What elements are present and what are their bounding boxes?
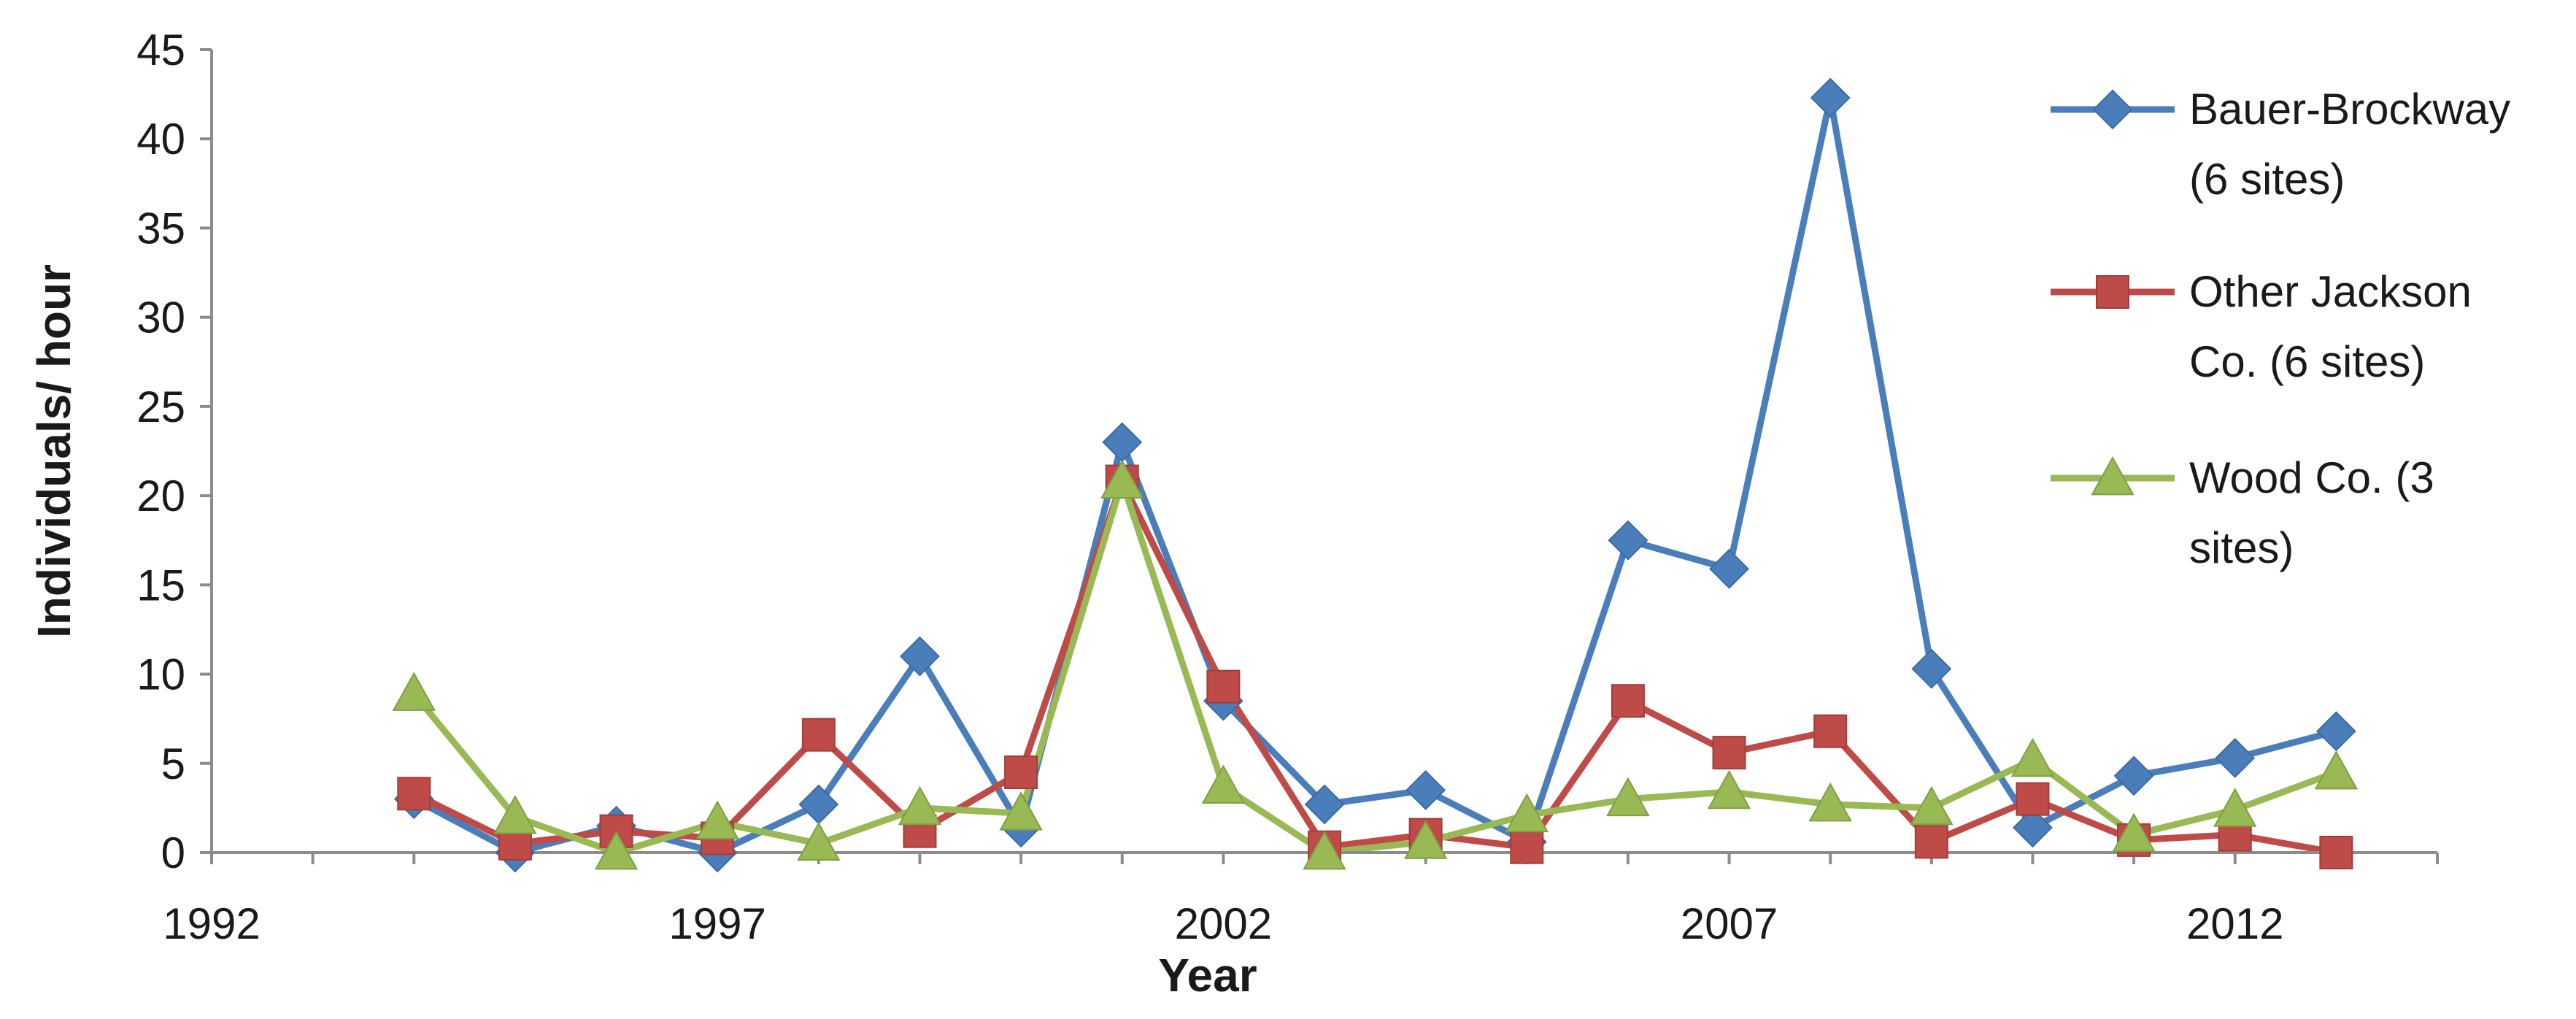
data-point-series-3 <box>1403 820 1448 859</box>
data-point-series-1 <box>1304 784 1345 825</box>
data-point-series-1 <box>2113 755 2154 796</box>
data-point-series-1 <box>1405 770 1446 810</box>
y-tick-label: 5 <box>161 739 185 788</box>
legend-label: Bauer-Brockway <box>2189 85 2510 134</box>
data-point-series-3 <box>1100 459 1144 499</box>
legend-label: sites) <box>2189 523 2294 572</box>
y-tick-label: 40 <box>136 115 185 164</box>
series-line-3 <box>411 478 2337 856</box>
data-point-series-1 <box>900 636 940 677</box>
data-point-series-1 <box>1102 422 1143 463</box>
x-tick-label: 1992 <box>163 899 260 948</box>
data-point-series-1 <box>1810 77 1851 118</box>
data-marks <box>392 77 2359 873</box>
legend-label: Co. (6 sites) <box>2189 337 2425 386</box>
data-point-series-3 <box>898 785 942 826</box>
legend-swatch-marker <box>2092 89 2133 130</box>
legend-label: Wood Co. (3 <box>2189 453 2434 502</box>
data-point-series-3 <box>2010 737 2055 777</box>
data-point-series-3 <box>1505 793 1549 833</box>
data-point-series-3 <box>797 821 841 861</box>
data-point-series-3 <box>1201 764 1246 804</box>
data-point-series-1 <box>2215 738 2256 778</box>
data-point-series-1 <box>1608 520 1648 561</box>
data-point-series-3 <box>1303 830 1346 870</box>
data-point-series-2 <box>1712 736 1746 770</box>
data-point-series-3 <box>2213 788 2257 827</box>
data-point-series-3 <box>1707 769 1751 810</box>
data-point-series-3 <box>2112 812 2156 852</box>
y-tick-label: 30 <box>136 293 185 342</box>
y-tick-label: 35 <box>136 204 185 253</box>
data-point-series-2 <box>2319 836 2353 869</box>
data-point-series-2 <box>1914 825 1948 859</box>
legend-label: (6 sites) <box>2189 155 2345 204</box>
data-point-series-2 <box>1813 714 1848 748</box>
legend-swatch-marker <box>2096 275 2129 309</box>
data-point-series-2 <box>1510 830 1544 864</box>
data-point-series-3 <box>999 791 1043 831</box>
legend-item-2: Other Jackson Co. (6 sites) <box>2051 267 2472 386</box>
data-point-series-3 <box>392 672 436 711</box>
y-tick-label: 0 <box>161 828 185 877</box>
legend-item-3: Wood Co. (3 sites) <box>2051 453 2434 572</box>
plot-area <box>411 94 2337 856</box>
data-point-series-1 <box>1911 648 1952 689</box>
data-point-series-3 <box>594 830 639 870</box>
data-point-series-2 <box>1611 684 1645 718</box>
data-point-series-2 <box>1004 755 1038 789</box>
data-point-series-1 <box>2013 807 2053 848</box>
series-line-1 <box>412 94 2337 856</box>
y-tick-label: 10 <box>136 650 185 699</box>
legend-swatch-marker <box>2091 455 2135 496</box>
data-point-series-2 <box>2016 782 2050 816</box>
data-point-series-2 <box>397 777 431 811</box>
data-point-series-1 <box>798 784 839 825</box>
y-axis-title: Individuals/ hour <box>28 264 80 638</box>
data-point-series-1 <box>1709 548 1749 589</box>
x-axis-title: Year <box>1158 949 1257 1001</box>
legend: Bauer-Brockway (6 sites) Other Jackson Co. … <box>2051 85 2510 572</box>
y-tick-label: 45 <box>136 26 185 74</box>
data-point-series-2 <box>801 718 836 752</box>
x-tick-label: 2007 <box>1681 899 1778 948</box>
x-tick-label: 2002 <box>1175 899 1272 948</box>
data-point-series-3 <box>2314 750 2359 790</box>
data-point-series-3 <box>493 795 537 834</box>
y-tick-label: 15 <box>136 561 185 610</box>
legend-item-1: Bauer-Brockway (6 sites) <box>2051 85 2510 204</box>
data-point-series-2 <box>1206 669 1241 704</box>
data-point-series-3 <box>695 800 739 839</box>
data-point-series-3 <box>1910 785 1954 826</box>
x-tick-label: 1997 <box>668 899 766 948</box>
data-point-series-3 <box>1808 782 1852 822</box>
y-tick-label: 25 <box>136 382 185 431</box>
data-point-series-1 <box>2315 711 2356 752</box>
legend-label: Other Jackson <box>2189 267 2472 316</box>
y-tick-label: 20 <box>136 472 185 520</box>
data-point-series-3 <box>1606 777 1650 817</box>
series-line-2 <box>412 478 2337 856</box>
axes: 0 5 10 15 20 25 30 35 40 45 1992 1997 2002 2007 2012 <box>136 26 2439 948</box>
x-tick-label: 2012 <box>2186 899 2283 948</box>
